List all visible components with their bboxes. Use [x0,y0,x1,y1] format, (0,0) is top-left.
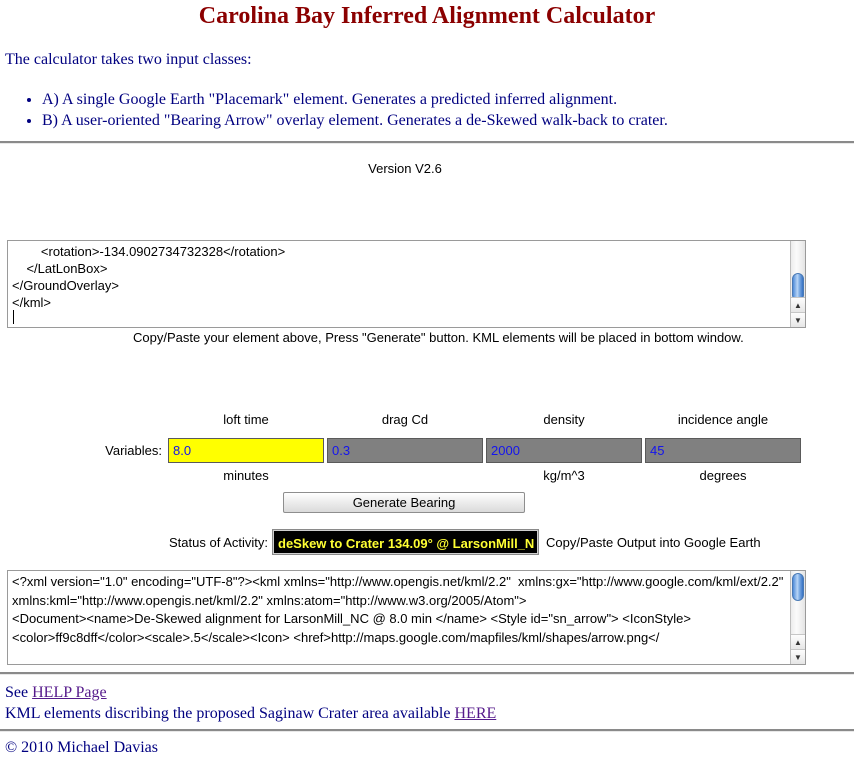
scrollbar-thumb[interactable] [792,573,804,601]
kml-output-area[interactable]: <?xml version="1.0" encoding="UTF-8"?><k… [7,570,806,665]
list-item-placemark: A) A single Google Earth "Placemark" ele… [42,89,668,110]
copyright-text: © 2010 Michael Davias [5,739,159,756]
scroll-down-icon[interactable]: ▼ [791,649,805,664]
field-header-incidence-angle: incidence angle [677,412,769,427]
output-instruction: Copy/Paste Output into Google Earth [546,535,761,550]
intro-text: The calculator takes two input classes: [5,51,252,68]
field-header-drag-cd: drag Cd [381,412,429,427]
density-input[interactable] [486,438,642,463]
unit-degrees: degrees [699,468,747,483]
scroll-up-icon[interactable]: ▲ [791,634,805,649]
divider-footer [0,672,854,675]
divider-copyright [0,729,854,732]
here-link[interactable]: HERE [454,705,497,722]
incidence-angle-input[interactable] [645,438,801,463]
output-scrollbar[interactable]: ▲ ▼ [790,571,805,664]
help-line: See HELP Page [5,684,107,702]
drag-cd-input[interactable] [327,438,483,463]
help-page-link[interactable]: HELP Page [32,684,107,701]
divider-top [0,141,854,144]
input-classes-list: A) A single Google Earth "Placemark" ele… [0,89,668,131]
scroll-down-icon[interactable]: ▼ [791,312,805,327]
unit-kg-m3: kg/m^3 [543,468,585,483]
status-label: Status of Activity: [169,535,268,550]
list-item-bearing-arrow: B) A user-oriented "Bearing Arrow" overl… [42,110,668,131]
unit-minutes: minutes [223,468,269,483]
loft-time-input[interactable] [168,438,324,463]
text-cursor [13,310,14,324]
field-header-loft-time: loft time [223,412,269,427]
kml-input-content[interactable]: <rotation>-134.0902734732328</rotation> … [12,244,286,310]
generate-bearing-button[interactable]: Generate Bearing [283,492,525,513]
status-field: deSkew to Crater 134.09° @ LarsonMill_N [272,529,539,555]
field-header-density: density [543,412,585,427]
page-title: Carolina Bay Inferred Alignment Calculat… [198,3,656,29]
scrollbar-buttons: ▲ ▼ [791,634,805,664]
scroll-up-icon[interactable]: ▲ [791,297,805,312]
variables-label: Variables: [105,443,162,458]
scrollbar-buttons: ▲ ▼ [791,297,805,327]
variables-section: loft time drag Cd density incidence angl… [0,410,854,488]
see-text: See [5,684,29,701]
kml-output-content[interactable]: <?xml version="1.0" encoding="UTF-8"?><k… [12,574,784,645]
saginaw-line: KML elements discribing the proposed Sag… [5,705,496,723]
kml-input-area[interactable]: <rotation>-134.0902734732328</rotation> … [7,240,806,328]
version-text: Version V2.6 [368,161,442,176]
paste-instruction: Copy/Paste your element above, Press "Ge… [133,330,744,345]
kml-elements-text: KML elements discribing the proposed Sag… [5,705,451,722]
input-scrollbar[interactable]: ▲ ▼ [790,241,805,327]
